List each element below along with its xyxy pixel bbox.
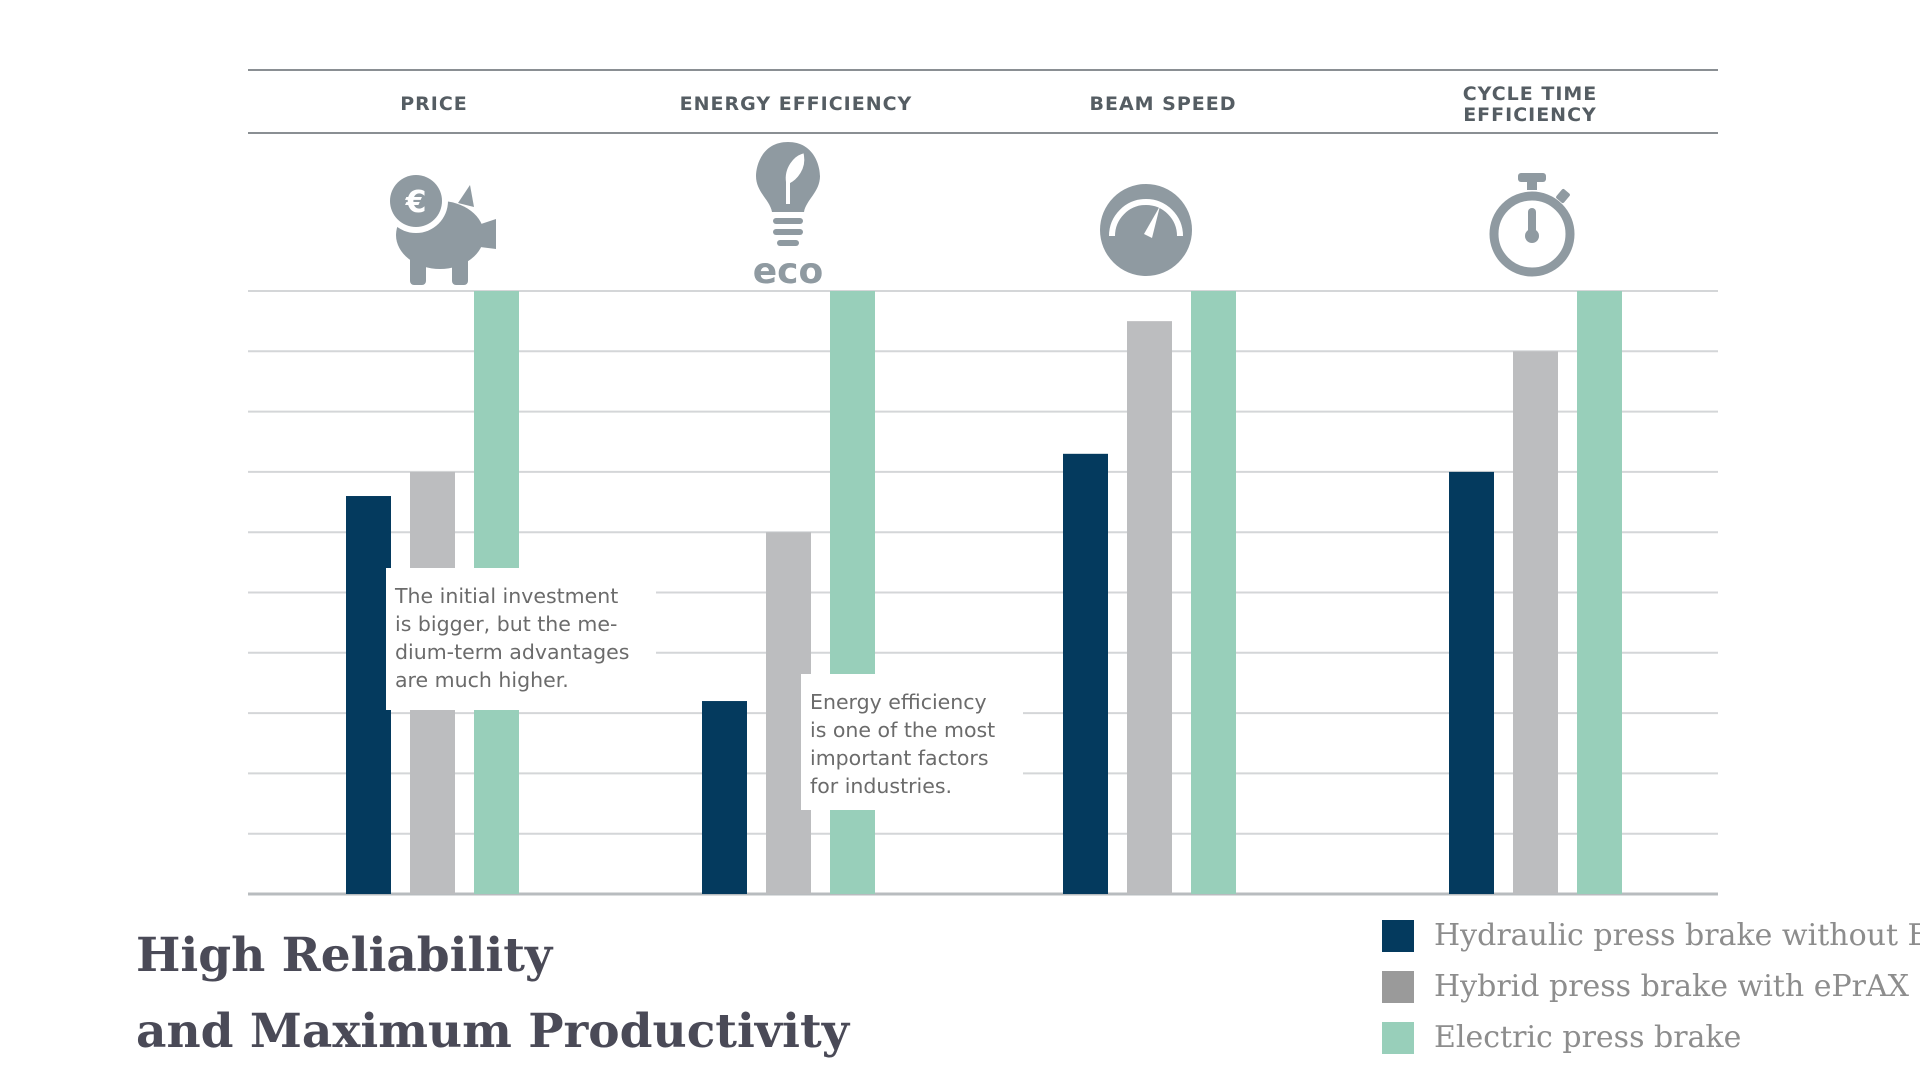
legend-item: Electric press brake: [1382, 1012, 1920, 1063]
headline-line-2: and Maximum Productivity: [136, 1004, 850, 1059]
category-label: BEAM SPEED: [1089, 93, 1236, 115]
eco-lightbulb-icon: eco: [753, 142, 824, 292]
stopwatch-icon: [1489, 173, 1575, 277]
legend-swatch: [1382, 919, 1414, 952]
euro-symbol: €: [405, 185, 427, 220]
bar: [346, 496, 391, 894]
eco-label: eco: [753, 251, 824, 292]
legend-label: Hydraulic press brake without ECO: [1434, 918, 1920, 953]
legend-label: Hybrid press brake with ePrAX: [1434, 969, 1910, 1004]
annotation-line: for industries.: [810, 774, 952, 798]
bar: [1063, 453, 1108, 894]
annotation-line: dium-term advantages: [395, 640, 629, 664]
bar: [1127, 321, 1172, 894]
annotation-box: [386, 568, 656, 710]
bar: [1577, 291, 1622, 894]
legend-swatch: [1382, 1021, 1414, 1054]
legend-item: Hydraulic press brake without ECO: [1382, 910, 1920, 961]
bar: [1449, 471, 1494, 894]
annotation-box: [801, 674, 1023, 810]
annotations: The initial investment is bigger, but the…: [386, 568, 1023, 810]
annotation-line: are much higher.: [395, 668, 569, 692]
legend-label: Electric press brake: [1434, 1020, 1742, 1055]
annotation-line: The initial investment: [394, 584, 618, 608]
legend-item: Hybrid press brake with ePrAX: [1382, 961, 1920, 1012]
annotation-line: is one of the most: [810, 718, 995, 742]
headline-line-1: High Reliability: [136, 928, 553, 983]
annotation-line: Energy efficiency: [810, 690, 987, 714]
annotation-line: important factors: [810, 746, 989, 770]
legend-swatch: [1382, 970, 1414, 1003]
headline: High Reliability and Maximum Productivit…: [136, 918, 849, 1070]
category-header: PRICE ENERGY EFFICIENCY BEAM SPEED CYCLE TI…: [248, 69, 1718, 134]
category-icons: € eco: [384, 142, 1575, 292]
bar: [702, 701, 747, 894]
bar: [1191, 291, 1236, 894]
annotation-line: is bigger, but the me-: [395, 612, 617, 636]
category-label: PRICE: [400, 93, 468, 115]
bar: [1513, 351, 1558, 894]
category-label: CYCLE TIME EFFICIENCY: [1463, 83, 1598, 126]
speedometer-icon: [1100, 184, 1192, 276]
piggy-bank-euro-icon: €: [384, 169, 496, 285]
category-label: ENERGY EFFICIENCY: [680, 93, 913, 115]
legend: Hydraulic press brake without ECO Hybrid …: [1382, 910, 1920, 1063]
